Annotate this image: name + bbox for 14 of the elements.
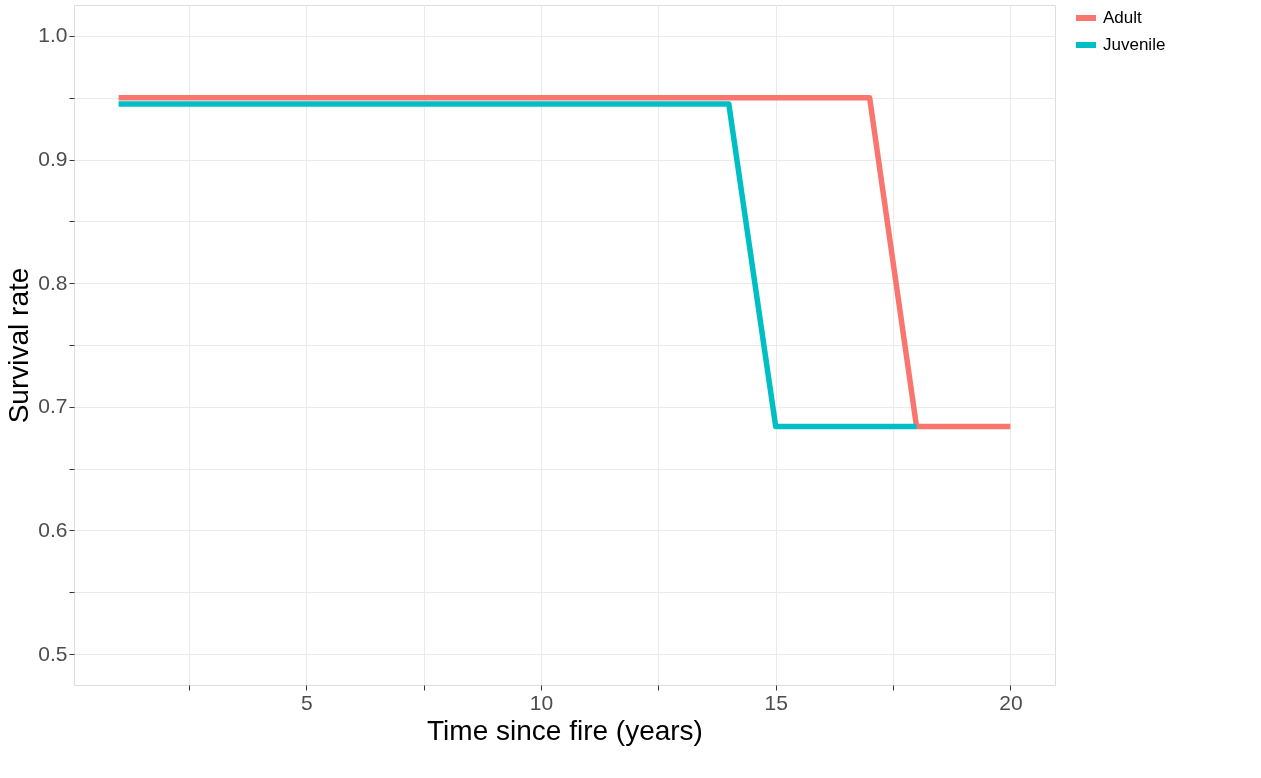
y-tick-label: 0.8	[38, 270, 68, 294]
y-tick-label: 0.9	[38, 147, 68, 171]
y-axis-title: Survival rate	[3, 267, 35, 424]
x-tick-label: 15	[764, 690, 788, 714]
x-axis-title: Time since fire (years)	[427, 714, 703, 746]
y-tick-label: 0.7	[38, 394, 68, 418]
x-tick-label: 10	[529, 690, 554, 714]
y-tick-label: 0.6	[38, 517, 68, 541]
x-tick-label: 20	[999, 690, 1023, 714]
legend-label: Adult	[1103, 8, 1143, 27]
legend-label: Juvenile	[1103, 35, 1166, 54]
y-tick-label: 1.0	[38, 23, 68, 47]
x-tick-label: 5	[301, 690, 313, 714]
y-tick-label: 0.5	[38, 641, 68, 665]
